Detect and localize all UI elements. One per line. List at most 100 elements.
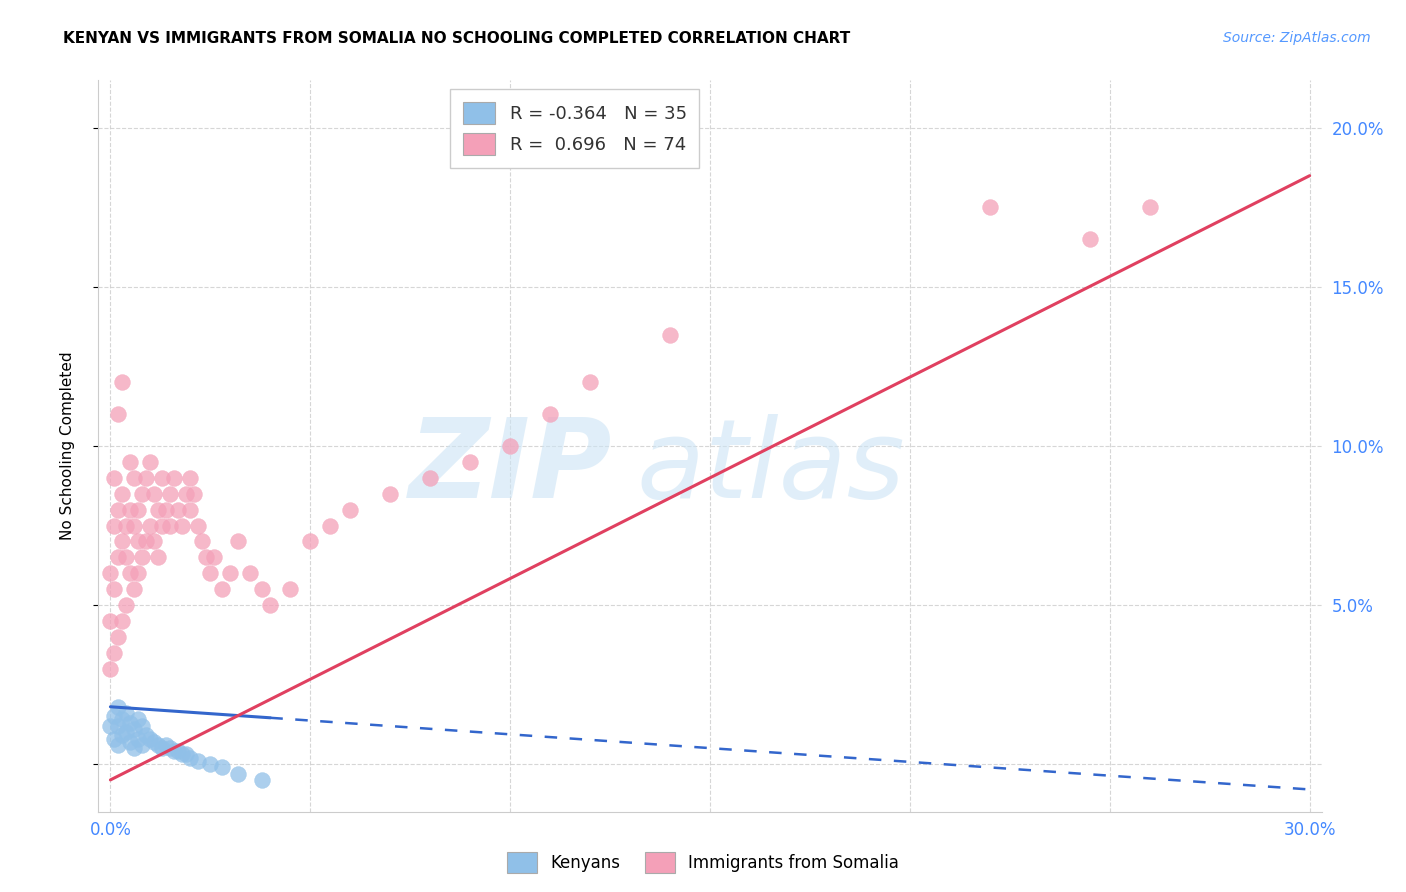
Point bbox=[107, 407, 129, 421]
Point bbox=[107, 719, 129, 733]
Point bbox=[131, 719, 153, 733]
Point bbox=[135, 534, 157, 549]
Point bbox=[103, 646, 125, 660]
Point bbox=[148, 502, 170, 516]
Point bbox=[150, 471, 173, 485]
Point bbox=[139, 518, 162, 533]
Point bbox=[127, 502, 149, 516]
Point bbox=[100, 566, 122, 581]
Point bbox=[191, 534, 214, 549]
Point bbox=[120, 715, 142, 730]
Y-axis label: No Schooling Completed: No Schooling Completed bbox=[60, 351, 75, 541]
Text: KENYAN VS IMMIGRANTS FROM SOMALIA NO SCHOOLING COMPLETED CORRELATION CHART: KENYAN VS IMMIGRANTS FROM SOMALIA NO SCH… bbox=[63, 31, 851, 46]
Point bbox=[115, 706, 138, 720]
Point bbox=[135, 471, 157, 485]
Text: Source: ZipAtlas.com: Source: ZipAtlas.com bbox=[1223, 31, 1371, 45]
Text: ZIP: ZIP bbox=[409, 415, 612, 522]
Point bbox=[319, 518, 342, 533]
Point bbox=[979, 201, 1001, 215]
Point bbox=[172, 747, 194, 762]
Point bbox=[219, 566, 242, 581]
Point bbox=[183, 486, 205, 500]
Point bbox=[380, 486, 402, 500]
Point bbox=[111, 614, 134, 628]
Point bbox=[150, 741, 173, 756]
Point bbox=[115, 550, 138, 565]
Point bbox=[143, 534, 166, 549]
Point bbox=[1139, 201, 1161, 215]
Point bbox=[124, 518, 146, 533]
Point bbox=[299, 534, 322, 549]
Point bbox=[252, 772, 274, 787]
Point bbox=[167, 502, 190, 516]
Point bbox=[419, 471, 441, 485]
Point bbox=[163, 471, 186, 485]
Point bbox=[159, 518, 181, 533]
Point bbox=[259, 598, 281, 612]
Point bbox=[124, 722, 146, 736]
Point bbox=[111, 534, 134, 549]
Point bbox=[115, 598, 138, 612]
Point bbox=[115, 518, 138, 533]
Point bbox=[107, 502, 129, 516]
Point bbox=[202, 550, 225, 565]
Point bbox=[148, 550, 170, 565]
Point bbox=[111, 728, 134, 742]
Point bbox=[127, 731, 149, 746]
Point bbox=[111, 486, 134, 500]
Point bbox=[179, 750, 201, 764]
Point bbox=[579, 376, 602, 390]
Point bbox=[127, 566, 149, 581]
Point bbox=[150, 518, 173, 533]
Point bbox=[107, 550, 129, 565]
Point bbox=[124, 471, 146, 485]
Point bbox=[499, 439, 522, 453]
Legend: Kenyans, Immigrants from Somalia: Kenyans, Immigrants from Somalia bbox=[501, 846, 905, 880]
Point bbox=[176, 486, 198, 500]
Point bbox=[339, 502, 361, 516]
Point bbox=[127, 534, 149, 549]
Point bbox=[179, 502, 201, 516]
Point bbox=[211, 582, 233, 596]
Point bbox=[163, 744, 186, 758]
Point bbox=[115, 725, 138, 739]
Point bbox=[172, 518, 194, 533]
Point bbox=[120, 502, 142, 516]
Point bbox=[135, 728, 157, 742]
Point bbox=[167, 744, 190, 758]
Point bbox=[120, 455, 142, 469]
Text: atlas: atlas bbox=[637, 415, 905, 522]
Legend: R = -0.364   N = 35, R =  0.696   N = 74: R = -0.364 N = 35, R = 0.696 N = 74 bbox=[450, 89, 699, 168]
Point bbox=[103, 518, 125, 533]
Point bbox=[120, 566, 142, 581]
Point bbox=[659, 327, 682, 342]
Point bbox=[103, 709, 125, 723]
Point bbox=[200, 566, 222, 581]
Point bbox=[131, 550, 153, 565]
Point bbox=[159, 486, 181, 500]
Point bbox=[107, 630, 129, 644]
Point bbox=[100, 719, 122, 733]
Point bbox=[139, 731, 162, 746]
Point bbox=[538, 407, 561, 421]
Point bbox=[1078, 232, 1101, 246]
Point bbox=[278, 582, 301, 596]
Point bbox=[100, 614, 122, 628]
Point bbox=[103, 582, 125, 596]
Point bbox=[458, 455, 481, 469]
Point bbox=[187, 754, 209, 768]
Point bbox=[252, 582, 274, 596]
Point bbox=[179, 471, 201, 485]
Point bbox=[100, 662, 122, 676]
Point bbox=[107, 699, 129, 714]
Point bbox=[155, 502, 177, 516]
Point bbox=[187, 518, 209, 533]
Point bbox=[200, 757, 222, 772]
Point bbox=[159, 741, 181, 756]
Point bbox=[211, 760, 233, 774]
Point bbox=[143, 735, 166, 749]
Point bbox=[131, 738, 153, 752]
Point bbox=[107, 738, 129, 752]
Point bbox=[228, 534, 250, 549]
Point bbox=[103, 731, 125, 746]
